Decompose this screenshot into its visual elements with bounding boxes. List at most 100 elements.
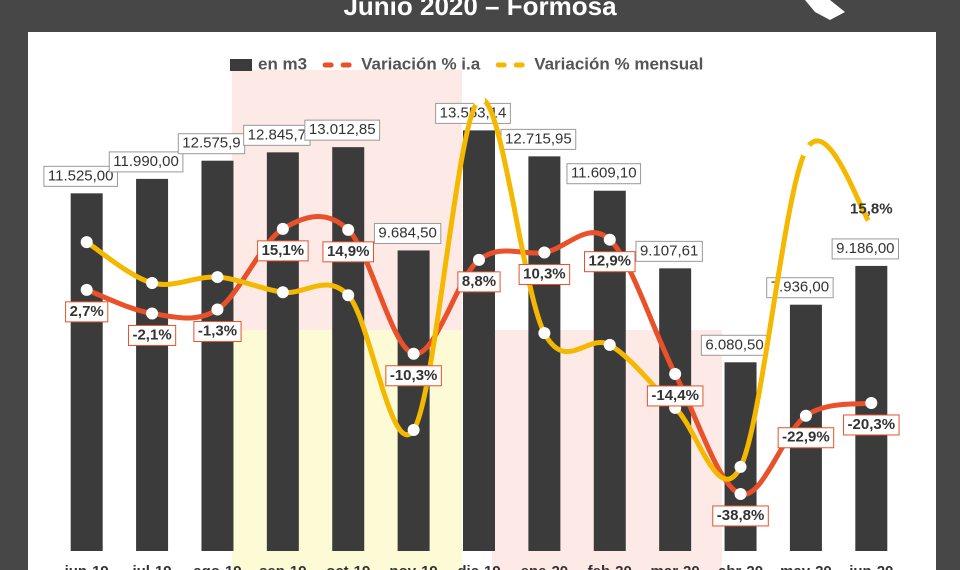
line-marker	[146, 307, 159, 320]
bar-value-label-group: 6.080,50	[700, 334, 769, 356]
legend-label: Variación % i.a	[361, 54, 481, 73]
x-tick-label: sep-19	[259, 563, 307, 570]
line-marker	[603, 233, 616, 246]
line-marker	[473, 94, 485, 107]
line-marker	[473, 253, 485, 266]
line-value-label-group: -10,3%	[385, 365, 442, 387]
line-value-label-box	[385, 365, 442, 387]
bar	[528, 156, 561, 551]
line-marker	[734, 460, 747, 473]
line-value-label: 14,9%	[327, 243, 370, 260]
bar	[332, 147, 365, 551]
line-value-label-group: -20,3%	[843, 414, 900, 436]
bar-value-label-group: 11.990,00	[108, 151, 184, 173]
x-tick-label: jun-20	[848, 563, 893, 570]
line-value-label-group: 2,7%	[65, 301, 109, 323]
line-value-label-group: -14,4%	[646, 385, 704, 407]
bar-value-label-group: 9.186,00	[831, 238, 900, 260]
line-marker	[669, 367, 682, 380]
line-value-label: -20,3%	[848, 416, 896, 433]
line-value-label: 15,1%	[262, 242, 305, 259]
bar-value-label-box	[304, 119, 381, 141]
line-value-label-group: -1,3%	[193, 321, 242, 343]
bar-value-label: 12.575,9	[182, 135, 240, 152]
bar-value-label: 13.012,85	[309, 121, 376, 138]
line-marker	[276, 286, 289, 299]
line-marker	[80, 283, 93, 296]
x-tick-label: oct-19	[326, 563, 370, 570]
x-tick-label: feb-20	[588, 563, 632, 570]
bar-value-label-group: 11.525,00	[43, 165, 119, 187]
bar-value-label-box	[635, 240, 703, 262]
bar-value-label-box	[831, 238, 900, 260]
bar-value-label: 11.990,00	[113, 153, 179, 170]
line-marker	[276, 222, 289, 235]
legend: en m3 Variación % i.a Variación % mensual	[230, 54, 703, 73]
bar-value-label-group: 9.107,61	[635, 240, 703, 262]
line-value-label-group: 14,9%	[322, 241, 375, 263]
line-value-label-box	[65, 301, 109, 323]
bar	[266, 152, 299, 552]
line-value-label-box	[193, 321, 242, 343]
line-value-label-group: 12,9%	[583, 251, 636, 273]
bar	[70, 193, 103, 552]
line-value-label-group: -22,9%	[777, 427, 835, 449]
x-tick-label: jul-19	[131, 563, 171, 570]
line-value-label: -14,4%	[651, 387, 699, 404]
x-tick-label: may-20	[780, 563, 832, 570]
bar	[201, 160, 234, 552]
chart-title: Junio 2020 – Formosa	[343, 0, 617, 21]
bar-value-label-box	[43, 165, 119, 187]
legend-label: en m3	[258, 54, 307, 73]
line-marker	[865, 396, 878, 409]
line	[85, 96, 874, 482]
x-tick-label: abr-20	[718, 563, 763, 570]
line-value-label: -38,8%	[717, 507, 765, 524]
line-value-label-group: -38,8%	[712, 505, 769, 527]
legend-swatch	[230, 59, 252, 71]
bar-value-label: 11.609,10	[571, 165, 637, 182]
bar	[136, 178, 169, 551]
line-value-label-box	[712, 505, 769, 527]
bar-value-label: 7.936,00	[771, 279, 829, 296]
bar-value-label-group: 11.609,10	[566, 163, 642, 185]
line-marker	[538, 246, 551, 259]
line-marker	[342, 289, 355, 302]
line-marker	[603, 338, 616, 351]
line-value-label: 15,8%	[850, 200, 893, 217]
line-value-label-group: 15,1%	[257, 240, 309, 262]
bar-value-label-group: 12.715,95	[500, 128, 577, 150]
x-tick-label: ene-20	[521, 563, 569, 570]
x-tick-label: dic-19	[457, 563, 500, 570]
bar-value-label: 6.080,50	[705, 336, 763, 353]
line-marker	[538, 327, 551, 340]
line-marker	[342, 223, 355, 236]
line-marker	[799, 144, 812, 157]
bar-value-label-box	[766, 277, 834, 299]
bar-value-label: 9.684,50	[378, 224, 436, 241]
line-value-label: -22,9%	[782, 429, 830, 446]
bar	[463, 130, 495, 551]
line-value-label-box	[843, 414, 900, 436]
map-icon	[805, 0, 845, 20]
line-marker	[80, 236, 93, 249]
bar-value-label: 12.715,95	[505, 130, 572, 147]
x-tick-label: jun-19	[64, 563, 109, 570]
line-marker	[734, 487, 747, 500]
line-value-label-group: -2,1%	[127, 324, 177, 346]
line-value-label-box	[322, 241, 375, 263]
legend-label: Variación % mensual	[534, 54, 703, 73]
bar-value-label: 9.186,00	[836, 240, 894, 257]
line-marker	[146, 276, 159, 289]
bar-value-label: 12.845,7	[248, 126, 306, 143]
line-value-label: -2,1%	[132, 326, 171, 343]
bar-value-label-box	[373, 222, 442, 244]
bar-value-label-group: 12.845,7	[243, 124, 311, 146]
line-value-label: 12,9%	[588, 253, 631, 270]
line-value-label-box	[583, 251, 636, 273]
x-tick-label: mar-20	[651, 563, 700, 570]
line-value-label: -10,3%	[390, 367, 438, 384]
bar-value-label-group: 9.684,50	[373, 222, 442, 244]
line-value-label-box	[457, 271, 501, 293]
